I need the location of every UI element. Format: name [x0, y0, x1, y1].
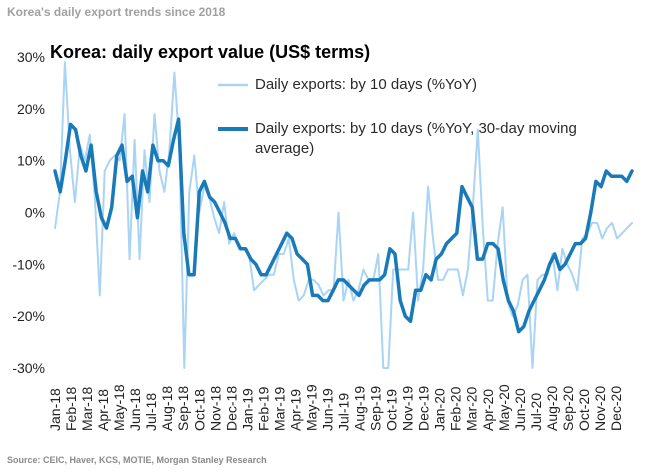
x-tick-label: Dec-19	[416, 386, 432, 431]
x-tick-label: Sep-19	[368, 386, 384, 431]
x-tick-label: Jan-19	[239, 388, 255, 431]
x-tick-label: Oct-19	[384, 389, 400, 431]
x-tick-label: May-18	[111, 384, 127, 431]
chart-title: Korea: daily export value (US$ terms)	[50, 42, 371, 62]
x-tick-label: May-19	[303, 384, 319, 431]
x-tick-label: Apr-20	[480, 389, 496, 431]
x-tick-label: Jun-18	[127, 388, 143, 431]
x-tick-label: Oct-20	[576, 389, 592, 431]
y-tick-label: -20%	[12, 308, 45, 324]
series-line-daily	[54, 61, 633, 369]
x-tick-label: Nov-19	[400, 386, 416, 431]
x-tick-label: Aug-20	[544, 386, 560, 431]
x-tick-label: May-20	[496, 384, 512, 431]
x-tick-label: Oct-18	[191, 389, 207, 431]
y-tick-label: 10%	[17, 153, 45, 169]
x-tick-label: Jul-19	[336, 393, 352, 431]
legend-label-daily: Daily exports: by 10 days (%YoY)	[255, 76, 478, 93]
legend	[218, 83, 248, 131]
x-tick-label: Jun-20	[512, 388, 528, 431]
x-tick-label: Feb-20	[448, 386, 464, 431]
x-tick-label: Feb-19	[255, 386, 271, 431]
y-tick-label: 20%	[17, 101, 45, 117]
y-axis: 30% 20% 10% 0% -10% -20% -30%	[12, 49, 45, 376]
x-tick-label: Nov-20	[592, 386, 608, 431]
x-tick-label: Jul-20	[528, 393, 544, 431]
x-tick-label: Sep-18	[175, 386, 191, 431]
x-tick-label: Mar-20	[464, 386, 480, 431]
x-tick-label: Feb-18	[63, 386, 79, 431]
x-tick-label: Nov-18	[207, 386, 223, 431]
page-title: Korea's daily export trends since 2018	[7, 5, 226, 19]
legend-label-moving-average: Daily exports: by 10 days (%YoY, 30-day …	[255, 120, 577, 157]
y-tick-label: 0%	[25, 205, 45, 221]
x-tick-label: Sep-20	[560, 386, 576, 431]
x-tick-label: Jul-18	[143, 393, 159, 431]
x-tick-label: Dec-20	[608, 386, 624, 431]
source-note: Source: CEIC, Haver, KCS, MOTIE, Morgan …	[7, 455, 267, 465]
y-tick-label: 30%	[17, 49, 45, 65]
y-tick-label: -30%	[12, 360, 45, 376]
x-axis: Jan-18 Feb-18 Mar-18 Apr-18 May-18 Jun-18 Jul-…	[47, 384, 624, 431]
series-line-moving-average	[53, 117, 634, 334]
x-tick-label: Mar-18	[79, 386, 95, 431]
x-tick-label: Aug-19	[352, 386, 368, 431]
series-layer	[53, 61, 634, 369]
x-tick-label: Apr-18	[95, 389, 111, 431]
x-tick-label: Apr-19	[287, 389, 303, 431]
x-tick-label: Aug-18	[159, 386, 175, 431]
x-tick-label: Jun-19	[319, 388, 335, 431]
x-tick-label: Dec-18	[223, 386, 239, 431]
y-tick-label: -10%	[12, 256, 45, 272]
x-tick-label: Jan-18	[47, 388, 63, 431]
x-tick-label: Mar-19	[271, 386, 287, 431]
x-tick-label: Jan-20	[432, 388, 448, 431]
